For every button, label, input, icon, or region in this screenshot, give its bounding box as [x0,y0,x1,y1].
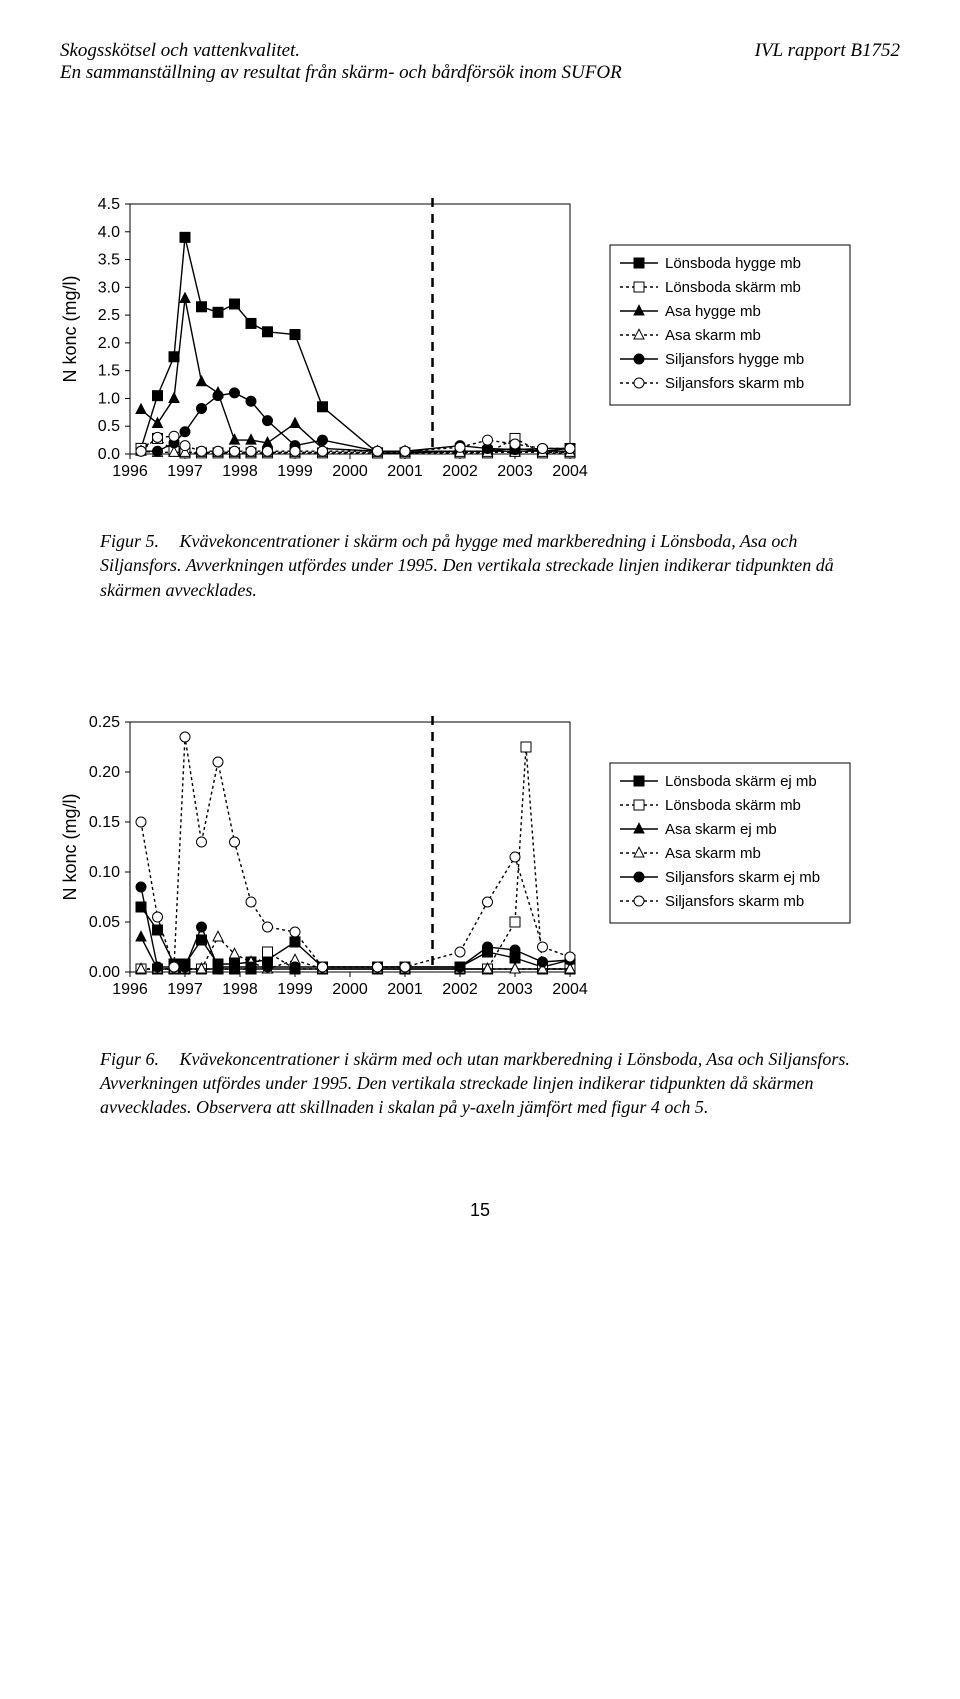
svg-text:1.5: 1.5 [98,363,120,380]
svg-text:4.5: 4.5 [98,196,120,213]
svg-text:1999: 1999 [277,981,313,998]
svg-text:N konc (mg/l): N konc (mg/l) [60,275,80,382]
svg-text:2.5: 2.5 [98,307,120,324]
svg-text:1.0: 1.0 [98,390,120,407]
svg-text:Lönsboda skärm mb: Lönsboda skärm mb [665,279,801,296]
svg-text:0.05: 0.05 [89,914,120,931]
svg-text:1997: 1997 [167,981,203,998]
svg-text:2002: 2002 [442,463,478,480]
svg-text:Asa hygge mb: Asa hygge mb [665,303,761,320]
svg-text:1997: 1997 [167,463,203,480]
svg-text:Lönsboda skärm mb: Lönsboda skärm mb [665,797,801,814]
svg-text:Lönsboda hygge mb: Lönsboda hygge mb [665,255,801,272]
svg-text:1996: 1996 [112,463,148,480]
page-header: Skogsskötsel och vattenkvalitet. En samm… [60,40,900,84]
svg-text:2000: 2000 [332,981,368,998]
svg-text:4.0: 4.0 [98,224,120,241]
svg-text:N konc (mg/l): N konc (mg/l) [60,793,80,900]
svg-text:0.5: 0.5 [98,418,120,435]
svg-text:2001: 2001 [387,981,423,998]
svg-text:1999: 1999 [277,463,313,480]
svg-text:2003: 2003 [497,463,533,480]
header-title-2: En sammanställning av resultat från skär… [60,62,622,84]
svg-text:0.25: 0.25 [89,714,120,731]
figure-6-label: Figur 6. [100,1047,175,1071]
figure-5-caption: Figur 5. Kvävekoncentrationer i skärm oc… [100,529,860,602]
svg-text:3.5: 3.5 [98,252,120,269]
figure-5-label: Figur 5. [100,529,175,553]
header-title-1: Skogsskötsel och vattenkvalitet. [60,40,622,62]
figure-6-chart: 0.00 0.05 0.10 0.15 0.20 0.25 1996 1997 1998 1999… [60,712,900,1027]
svg-text:Siljansfors skarm mb: Siljansfors skarm mb [665,375,804,392]
svg-text:1996: 1996 [112,981,148,998]
figure-6-text: Kvävekoncentrationer i skärm med och uta… [100,1049,850,1118]
figure-5-text: Kvävekoncentrationer i skärm och på hygg… [100,531,834,600]
svg-text:Siljansfors skarm mb: Siljansfors skarm mb [665,893,804,910]
svg-text:2002: 2002 [442,981,478,998]
svg-text:3.0: 3.0 [98,279,120,296]
svg-text:0.10: 0.10 [89,864,120,881]
svg-text:2004: 2004 [552,981,588,998]
header-report: IVL rapport B1752 [755,40,900,62]
svg-text:Siljansfors hygge mb: Siljansfors hygge mb [665,351,804,368]
header-left: Skogsskötsel och vattenkvalitet. En samm… [60,40,622,84]
svg-text:2000: 2000 [332,463,368,480]
svg-text:0.15: 0.15 [89,814,120,831]
svg-text:Asa skarm ej mb: Asa skarm ej mb [665,821,777,838]
svg-text:2.0: 2.0 [98,335,120,352]
figure-5-chart: 0.0 0.5 1.0 1.5 2.0 2.5 3.0 3.5 4.0 4.5 1996 1997 19… [60,194,900,509]
svg-text:2001: 2001 [387,463,423,480]
svg-text:0.0: 0.0 [98,446,120,463]
svg-text:2004: 2004 [552,463,588,480]
svg-text:Asa skarm mb: Asa skarm mb [665,327,761,344]
svg-text:1998: 1998 [222,981,258,998]
page-number: 15 [60,1200,900,1221]
svg-text:0.20: 0.20 [89,764,120,781]
svg-text:Siljansfors skarm ej mb: Siljansfors skarm ej mb [665,869,820,886]
figure-6-caption: Figur 6. Kvävekoncentrationer i skärm me… [100,1047,860,1120]
svg-text:2003: 2003 [497,981,533,998]
svg-text:Lönsboda skärm ej mb: Lönsboda skärm ej mb [665,773,817,790]
svg-text:1998: 1998 [222,463,258,480]
svg-text:Asa skarm mb: Asa skarm mb [665,845,761,862]
svg-text:0.00: 0.00 [89,964,120,981]
